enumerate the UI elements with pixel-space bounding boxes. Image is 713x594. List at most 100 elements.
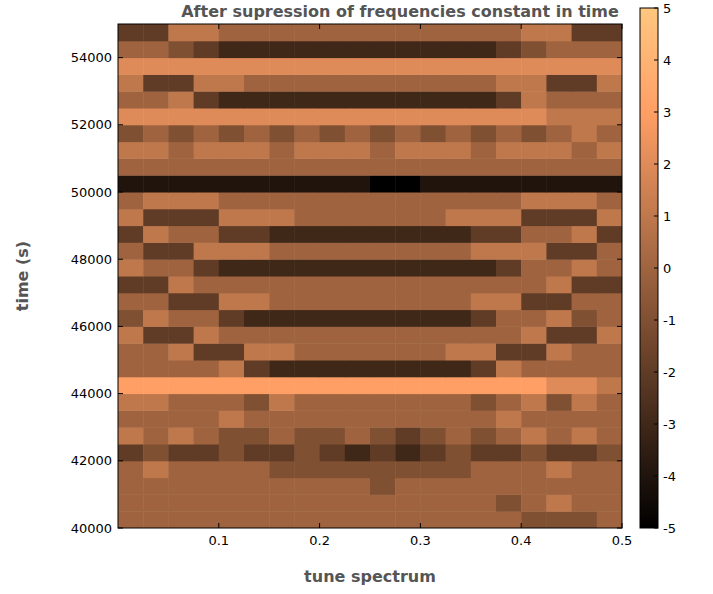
cell (446, 511, 472, 528)
colorbar-tick-label: -1 (663, 313, 676, 328)
cell (168, 276, 194, 293)
cell (471, 108, 497, 125)
cell (320, 41, 346, 58)
cell (168, 24, 194, 41)
cell (244, 108, 270, 125)
cell (194, 360, 220, 377)
cell (521, 58, 547, 75)
cell (446, 226, 472, 243)
cell (269, 259, 295, 276)
cell (446, 377, 472, 394)
cell (546, 108, 572, 125)
cell (244, 276, 270, 293)
cell (370, 427, 396, 444)
cell (370, 310, 396, 327)
cell (370, 461, 396, 478)
cell (395, 511, 421, 528)
cell (345, 226, 371, 243)
cell (244, 58, 270, 75)
cell (345, 478, 371, 495)
cell (294, 259, 320, 276)
cell (370, 511, 396, 528)
cell (597, 394, 622, 411)
cell (194, 511, 220, 528)
cell (294, 58, 320, 75)
cell (471, 74, 497, 91)
cell (294, 226, 320, 243)
cell (395, 142, 421, 159)
cell (420, 326, 446, 343)
cell (294, 394, 320, 411)
cell (345, 91, 371, 108)
cell (370, 74, 396, 91)
cell (143, 91, 169, 108)
cell (420, 310, 446, 327)
cell (572, 326, 598, 343)
cell (471, 41, 497, 58)
colorbar-tick-label: 4 (663, 53, 671, 68)
cell (572, 192, 598, 209)
cell (446, 410, 472, 427)
cell (143, 377, 169, 394)
cell (294, 175, 320, 192)
cell (471, 394, 497, 411)
cell (546, 410, 572, 427)
cell (168, 511, 194, 528)
cell (320, 394, 346, 411)
cell (143, 58, 169, 75)
cell (345, 293, 371, 310)
cell (345, 242, 371, 259)
cell (143, 511, 169, 528)
colorbar-tick (654, 216, 658, 217)
y-tick-label: 40000 (71, 521, 112, 536)
cell (395, 91, 421, 108)
cell (395, 74, 421, 91)
cell (118, 293, 144, 310)
cell (118, 74, 144, 91)
cell (496, 427, 522, 444)
cell (521, 192, 547, 209)
cell (294, 41, 320, 58)
cell (320, 310, 346, 327)
cell (446, 209, 472, 226)
cell (269, 91, 295, 108)
cell (597, 242, 622, 259)
cell (118, 461, 144, 478)
cell (143, 175, 169, 192)
cell (521, 461, 547, 478)
cell (420, 91, 446, 108)
cell (269, 444, 295, 461)
cell (269, 377, 295, 394)
cell (244, 461, 270, 478)
x-tick-label: 0.4 (511, 533, 532, 548)
cell (446, 142, 472, 159)
cell (244, 360, 270, 377)
colorbar (640, 8, 658, 528)
cell (521, 175, 547, 192)
y-tick (118, 528, 123, 529)
cell (496, 494, 522, 511)
cell (446, 461, 472, 478)
cell (597, 24, 622, 41)
cell (597, 410, 622, 427)
cell (219, 310, 245, 327)
cell (521, 478, 547, 495)
cell (446, 494, 472, 511)
cell (546, 142, 572, 159)
cell (320, 444, 346, 461)
cell (269, 478, 295, 495)
cell (370, 24, 396, 41)
cell (118, 444, 144, 461)
cell (320, 276, 346, 293)
cell (118, 58, 144, 75)
cell (496, 444, 522, 461)
cell (168, 410, 194, 427)
cell (572, 427, 598, 444)
cell (370, 175, 396, 192)
cell (244, 226, 270, 243)
cell (269, 410, 295, 427)
cell (521, 74, 547, 91)
cell (572, 360, 598, 377)
colorbar-tick (654, 320, 658, 321)
cell (143, 226, 169, 243)
